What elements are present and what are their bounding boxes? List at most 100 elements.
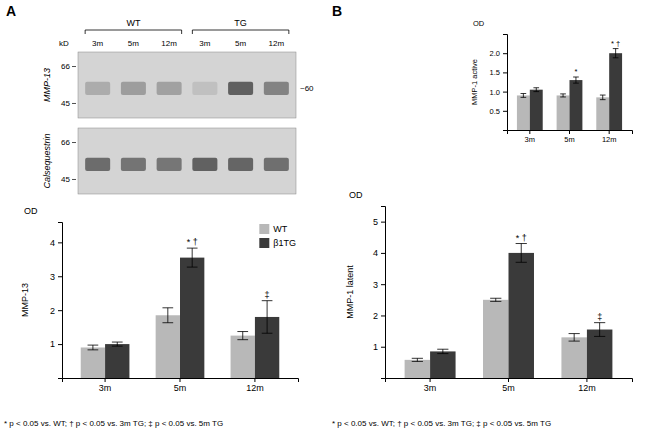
x-tick-label: 12m [246,383,264,393]
legend-label: β1TG [273,238,296,248]
band [192,82,217,95]
error-bar [569,334,580,342]
y-tick-label: 1.5 [490,68,500,77]
annotation: ‡ [597,312,602,322]
error-bar [162,308,173,323]
error-bar [600,95,606,100]
x-tick-label: 3m [424,383,437,393]
bar [557,95,570,130]
bar [596,97,609,130]
band [121,158,146,171]
y-tick: 5 [373,217,385,227]
annotation: ‡ [265,290,270,300]
y-axis: 0.51.01.52.0 [490,35,508,131]
x-tick: 12m [246,378,264,393]
error-bar [613,49,619,58]
series [81,308,255,378]
bar [430,351,455,378]
x-tick-label: 5m [564,135,574,144]
bar [609,53,622,130]
marker-label: 45 [61,175,70,184]
legend-swatch [259,224,269,234]
bar-chart: 3m5m12m1234MMP-13OD* †‡WTβ1TG* p < 0.05 … [4,206,299,428]
band [85,158,110,171]
error-bar [237,332,248,340]
y-tick-label: 1 [373,342,378,352]
annotation: * † [611,39,620,48]
bar [530,90,543,130]
y-tick-mark [503,72,507,73]
group-label: TG [234,18,247,28]
y-tick-mark [381,253,385,254]
marker-label: 45 [61,99,70,108]
y-tick-mark [58,344,62,345]
error-bar [573,77,579,83]
figure: AWTTG3m5m12m3m5m12mkD6645MMP-13~606645Ca… [0,0,650,434]
bar [180,258,204,378]
group-bracket [192,30,288,34]
x-tick: 3m [525,130,535,144]
x-tick-label: 12m [602,135,617,144]
y-axis-line [503,35,508,131]
bar [509,253,534,378]
y-axis-line [381,207,386,379]
band [157,158,182,171]
y-axis-title: MMP-1 latent [345,265,355,319]
error-bar [262,301,273,334]
band [85,82,110,95]
y-tick-mark [58,242,62,243]
y-axis: 1234 [50,223,63,379]
unit-label: kD [59,39,69,48]
y-tick-label: 3 [373,280,378,290]
series [405,298,587,378]
x-tick: 12m [602,130,617,144]
band [228,158,253,171]
error-bar [560,94,566,97]
bar [231,336,255,378]
y-tick-mark [503,53,507,54]
y-tick-mark [503,92,507,93]
band [157,82,182,95]
x-axis-line [508,131,633,135]
x-tick-mark [254,378,255,382]
y-tick-label: 2.0 [490,49,500,58]
y-unit-label: OD [24,206,38,216]
chart-container: AWTTG3m5m12m3m5m12mkD6645MMP-13~606645Ca… [0,0,650,434]
y-tick-label: 4 [373,248,378,258]
lane-label: 12m [269,39,285,48]
band [121,82,146,95]
x-tick-mark [508,378,509,382]
band [264,158,289,171]
legend-label: WT [273,224,287,234]
blot: 6645MMP-13~60 [42,52,314,118]
x-tick-mark [105,378,106,382]
y-tick-label: 1 [50,339,55,349]
error-bar [412,358,423,361]
bar [81,347,105,378]
x-axis-line [386,379,633,383]
marker-tick [72,142,76,143]
band [192,158,217,171]
x-tick-mark [569,130,570,134]
error-bar [112,342,123,346]
y-axis-title: MMP-1 active [470,59,479,105]
footnote: * p < 0.05 vs. WT; † p < 0.05 vs. 3m TG;… [332,419,551,428]
y-tick: 4 [373,248,385,258]
y-tick: 1.5 [490,68,507,77]
bar [483,300,508,378]
legend: WT β1TG [259,224,296,248]
panel-label: A [6,3,16,19]
legend-entry: β1TG [259,238,296,248]
error-bar [490,298,501,301]
y-tick-label: 1.0 [490,88,500,97]
x-tick-label: 5m [502,383,515,393]
y-axis: 12345 [373,207,386,379]
y-tick: 3 [50,272,62,282]
bar [517,95,530,130]
x-axis: 3m5m12m [63,378,299,393]
y-tick-mark [381,284,385,285]
blot-label: MMP-13 [42,68,52,102]
plot-marks [81,248,280,378]
marker-tick [72,66,76,67]
error-bar [88,345,99,350]
